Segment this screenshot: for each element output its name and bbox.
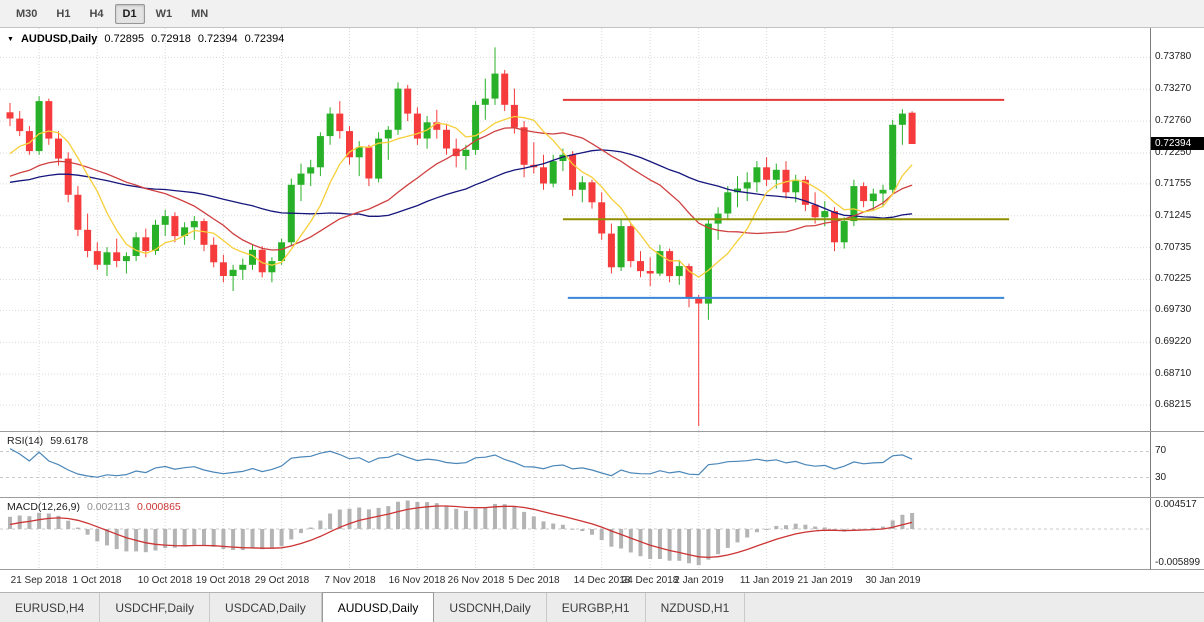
current-price-box: 0.72394 <box>1151 137 1204 150</box>
macd-axis-min: -0.005899 <box>1155 557 1201 568</box>
timeframe-button-mn[interactable]: MN <box>191 7 209 20</box>
timeframe-button-d1[interactable]: D1 <box>114 3 145 24</box>
macd-panel: MACD(12,26,9) 0.002113 0.000865 0.004517… <box>0 498 1204 569</box>
date-axis-label: 7 Nov 2018 <box>324 575 376 586</box>
price-axis-label: 0.69730 <box>1155 304 1192 315</box>
price-axis-label: 0.68215 <box>1155 399 1192 410</box>
date-axis-label: 30 Jan 2019 <box>865 575 921 586</box>
date-axis-label: 19 Oct 2018 <box>195 575 251 586</box>
rsi-axis[interactable]: 70 30 <box>1150 432 1204 497</box>
rsi-chart[interactable] <box>0 432 1150 497</box>
rsi-level-70: 70 <box>1155 445 1167 456</box>
rsi-level-30: 30 <box>1155 472 1167 483</box>
macd-main-value: 0.002113 <box>86 501 130 513</box>
chart-tab-usdcnh-daily[interactable]: USDCNH,Daily <box>434 593 547 622</box>
date-axis-label: 21 Sep 2018 <box>10 575 68 586</box>
macd-chart[interactable] <box>0 498 1150 569</box>
price-axis-label: 0.71755 <box>1155 178 1192 189</box>
chart-tab-usdchf-daily[interactable]: USDCHF,Daily <box>100 593 211 622</box>
candlestick-chart[interactable] <box>0 28 1150 431</box>
rsi-panel: RSI(14) 59.6178 70 30 <box>0 432 1204 497</box>
price-axis-label: 0.68710 <box>1155 368 1192 379</box>
symbol-marker-icon: ▼ <box>7 35 14 43</box>
date-axis-label: 14 Dec 2018 <box>573 575 631 586</box>
price-axis-label: 0.73780 <box>1155 51 1192 62</box>
chart-tab-nzdusd-h1[interactable]: NZDUSD,H1 <box>645 593 746 622</box>
chart-tab-eurusd-h4[interactable]: EURUSD,H4 <box>0 593 101 622</box>
chart-tabs-bar: EURUSD,H4 USDCHF,Daily USDCAD,Daily AUDUSD,… <box>0 592 1204 622</box>
date-axis-label: 29 Oct 2018 <box>254 575 310 586</box>
panel-splitter-rsi[interactable] <box>0 431 1204 432</box>
main-chart-panel: ▼ AUDUSD,Daily 0.72895 0.72918 0.72394 0… <box>0 28 1204 431</box>
date-axis-label: 1 Oct 2018 <box>72 575 122 586</box>
date-axis-label: 21 Jan 2019 <box>797 575 853 586</box>
timeframe-button-h4[interactable]: H4 <box>89 7 104 20</box>
chart-tab-audusd-daily[interactable]: AUDUSD,Daily <box>321 592 435 622</box>
price-axis-label: 0.70735 <box>1155 242 1192 253</box>
price-axis-label: 0.73270 <box>1155 83 1192 94</box>
rsi-value: 59.6178 <box>50 435 89 447</box>
macd-axis-max: 0.004517 <box>1155 499 1197 510</box>
price-axis-label: 0.70225 <box>1155 273 1192 284</box>
date-axis-label: 16 Nov 2018 <box>388 575 446 586</box>
rsi-label: RSI(14) 59.6178 <box>7 435 88 447</box>
date-axis-label: 11 Jan 2019 <box>739 575 795 586</box>
chart-tab-usdcad-daily[interactable]: USDCAD,Daily <box>210 593 322 622</box>
macd-label: MACD(12,26,9) 0.002113 0.000865 <box>7 501 181 513</box>
time-axis[interactable]: 21 Sep 2018 1 Oct 2018 10 Oct 2018 19 Oct 2… <box>0 570 1204 592</box>
ohlc-high: 0.72918 <box>151 33 191 45</box>
chart-title: ▼ AUDUSD,Daily 0.72895 0.72918 0.72394 0… <box>7 33 284 45</box>
panel-splitter-macd[interactable] <box>0 497 1204 498</box>
price-axis-label: 0.72250 <box>1155 147 1192 158</box>
chart-symbol-label: AUDUSD,Daily <box>20 33 98 45</box>
date-axis-label: 10 Oct 2018 <box>137 575 193 586</box>
macd-name: MACD(12,26,9) <box>7 501 80 513</box>
chart-tab-eurgbp-h1[interactable]: EURGBP,H1 <box>546 593 646 622</box>
date-axis-label: 5 Dec 2018 <box>508 575 560 586</box>
rsi-name: RSI(14) <box>7 435 44 447</box>
date-axis-label: 26 Nov 2018 <box>447 575 505 586</box>
price-axis-label: 0.71245 <box>1155 210 1192 221</box>
ohlc-low: 0.72394 <box>197 33 238 45</box>
ohlc-close: 0.72394 <box>244 33 285 45</box>
macd-axis[interactable]: 0.004517 -0.005899 <box>1150 498 1204 569</box>
date-axis-label: 2 Jan 2019 <box>674 575 724 586</box>
price-axis-label: 0.69220 <box>1155 336 1192 347</box>
price-axis-label: 0.72760 <box>1155 115 1192 126</box>
macd-signal-value: 0.000865 <box>136 501 181 513</box>
timeframe-toolbar: M30 H1 H4 D1 W1 MN <box>0 0 1204 28</box>
price-axis[interactable]: 0.72394 0.73780 0.73270 0.72760 0.72250 0.71… <box>1150 28 1204 431</box>
date-axis-label: 24 Dec 2018 <box>621 575 679 586</box>
panel-splitter-time[interactable] <box>0 569 1204 570</box>
timeframe-button-w1[interactable]: W1 <box>155 7 173 20</box>
timeframe-button-h1[interactable]: H1 <box>56 7 71 20</box>
ohlc-open: 0.72895 <box>104 33 145 45</box>
timeframe-button-m30[interactable]: M30 <box>16 7 38 20</box>
